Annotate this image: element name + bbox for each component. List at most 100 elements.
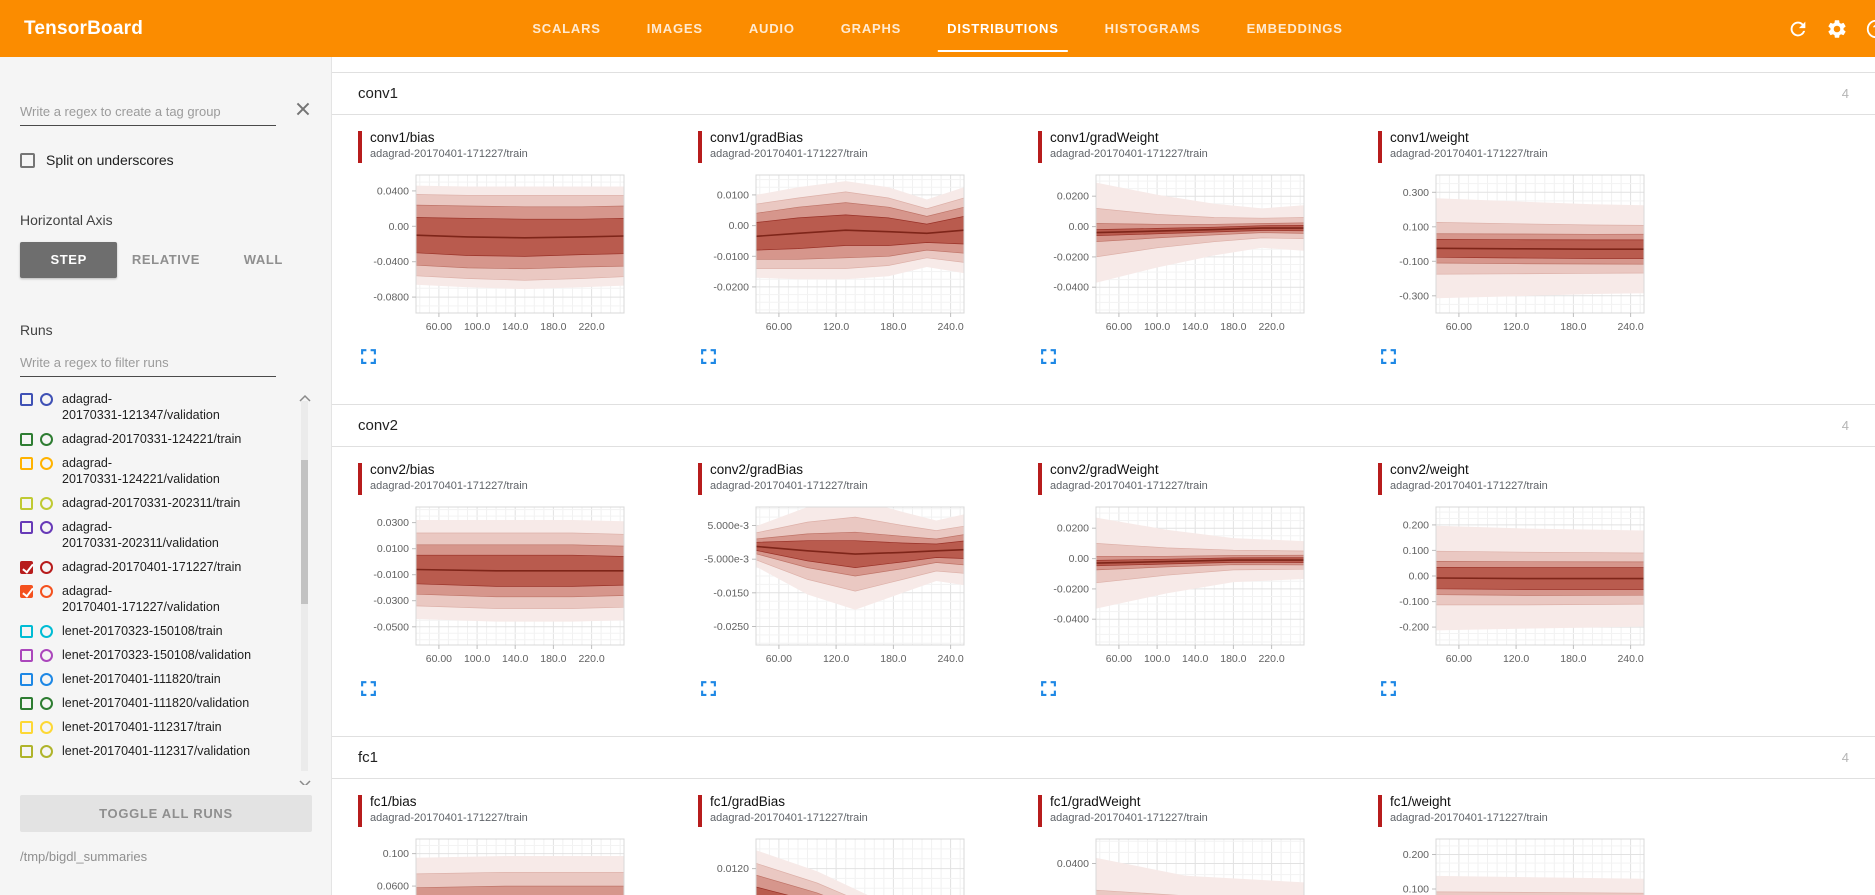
- run-color-circle[interactable]: [40, 433, 53, 446]
- run-label: lenet-20170401-111820/train: [62, 671, 221, 687]
- run-checkbox[interactable]: [20, 521, 33, 534]
- run-checkbox[interactable]: [20, 625, 33, 638]
- run-row[interactable]: adagrad- 20170401-171227/validation: [20, 579, 296, 619]
- tab-distributions[interactable]: DISTRIBUTIONS: [924, 0, 1082, 57]
- run-checkbox[interactable]: [20, 457, 33, 470]
- tab-graphs[interactable]: GRAPHS: [840, 21, 902, 36]
- run-checkbox[interactable]: [20, 393, 33, 406]
- run-color-circle[interactable]: [40, 585, 53, 598]
- expand-chart-icon[interactable]: [700, 680, 718, 698]
- run-row[interactable]: lenet-20170323-150108/validation: [20, 643, 296, 667]
- svg-text:-0.0800: -0.0800: [373, 292, 409, 304]
- tab-embeddings[interactable]: EMBEDDINGS: [1246, 21, 1343, 36]
- refresh-icon[interactable]: [1787, 18, 1809, 40]
- svg-text:180.0: 180.0: [540, 321, 566, 333]
- run-label: lenet-20170401-111820/validation: [62, 695, 249, 711]
- distribution-chart[interactable]: 0.0400 0.00 -0.0400 -0.0800 60.00 100.0 140.0 1…: [358, 167, 658, 339]
- svg-text:120.0: 120.0: [1503, 653, 1529, 665]
- distribution-chart[interactable]: 0.0200 0.00 -0.0200 -0.0400 60.00 100.0 140.0 1…: [1038, 499, 1338, 671]
- distribution-chart[interactable]: 0.0100 0.00 -0.0100 -0.0200 60.00 120.0 180.0 2…: [698, 167, 998, 339]
- scrollbar-track[interactable]: [301, 401, 308, 771]
- run-color-circle[interactable]: [40, 521, 53, 534]
- category-header[interactable]: conv1 4: [332, 72, 1875, 115]
- tab-audio[interactable]: AUDIO: [748, 21, 795, 36]
- tab-scalars[interactable]: SCALARS: [532, 21, 601, 36]
- runs-scrollbar[interactable]: [298, 387, 312, 785]
- category-header[interactable]: fc1 4: [332, 736, 1875, 779]
- expand-chart-icon[interactable]: [1380, 348, 1398, 366]
- run-color-circle[interactable]: [40, 393, 53, 406]
- distribution-chart[interactable]: 0.04000.00-0.040060.00100.0140.0180.0220…: [1038, 831, 1338, 895]
- run-row[interactable]: adagrad- 20170331-124221/validation: [20, 451, 296, 491]
- run-row[interactable]: adagrad-20170331-124221/train: [20, 427, 296, 451]
- svg-text:140.0: 140.0: [502, 321, 528, 333]
- run-color-circle[interactable]: [40, 457, 53, 470]
- expand-chart-icon[interactable]: [360, 680, 378, 698]
- run-color-bar: [698, 795, 702, 827]
- run-color-circle[interactable]: [40, 497, 53, 510]
- scrollbar-thumb[interactable]: [301, 460, 308, 605]
- run-color-circle[interactable]: [40, 673, 53, 686]
- run-label: adagrad- 20170401-171227/validation: [62, 583, 220, 615]
- help-icon[interactable]: ?: [1865, 18, 1875, 40]
- tab-histograms[interactable]: HISTOGRAMS: [1104, 21, 1201, 36]
- run-row[interactable]: adagrad-20170401-171227/train: [20, 555, 296, 579]
- chart-card-grid: fc1/bias adagrad-20170401-171227/train 0.1…: [332, 779, 1875, 895]
- expand-chart-icon[interactable]: [360, 348, 378, 366]
- run-row[interactable]: lenet-20170401-111820/validation: [20, 691, 296, 715]
- distribution-chart[interactable]: 0.200 0.100 0.00 -0.100 -0.200 60.00 120.0 180.…: [1378, 499, 1678, 671]
- expand-chart-icon[interactable]: [1040, 680, 1058, 698]
- split-underscores-label: Split on underscores: [46, 152, 174, 168]
- axis-wall-button[interactable]: WALL: [243, 252, 283, 267]
- expand-chart-icon[interactable]: [1380, 680, 1398, 698]
- svg-text:120.0: 120.0: [1503, 321, 1529, 333]
- expand-chart-icon[interactable]: [700, 348, 718, 366]
- run-color-circle[interactable]: [40, 625, 53, 638]
- run-checkbox[interactable]: [20, 585, 33, 598]
- distribution-chart[interactable]: 0.0300 0.0100 -0.0100 -0.0300 -0.0500 60.00 10…: [358, 499, 658, 671]
- run-row[interactable]: lenet-20170401-112317/train: [20, 715, 296, 739]
- distribution-chart[interactable]: 0.300 0.100 -0.100 -0.300 60.00 120.0 180.0 240…: [1378, 167, 1678, 339]
- run-color-circle[interactable]: [40, 649, 53, 662]
- run-checkbox[interactable]: [20, 433, 33, 446]
- run-color-circle[interactable]: [40, 561, 53, 574]
- run-color-circle[interactable]: [40, 721, 53, 734]
- run-label-line: lenet-20170323-150108/train: [62, 624, 223, 638]
- distribution-chart[interactable]: 5.000e-3 -5.000e-3 -0.0150 -0.0250 60.00 120.…: [698, 499, 998, 671]
- run-row[interactable]: lenet-20170401-111820/train: [20, 667, 296, 691]
- toggle-all-runs-button[interactable]: TOGGLE ALL RUNS: [20, 795, 312, 832]
- run-checkbox[interactable]: [20, 721, 33, 734]
- tag-regex-input[interactable]: [20, 99, 276, 126]
- expand-chart-icon[interactable]: [1040, 348, 1058, 366]
- close-icon[interactable]: [293, 99, 313, 119]
- run-checkbox[interactable]: [20, 561, 33, 574]
- run-row[interactable]: lenet-20170401-112317/validation: [20, 739, 296, 763]
- distribution-chart[interactable]: 0.1000.06000.0200-0.020060.00100.0140.01…: [358, 831, 658, 895]
- scroll-down-icon[interactable]: [299, 775, 311, 785]
- run-row[interactable]: lenet-20170323-150108/train: [20, 619, 296, 643]
- split-underscores-checkbox[interactable]: Split on underscores: [20, 152, 311, 168]
- settings-icon[interactable]: [1826, 18, 1848, 40]
- axis-step-button[interactable]: STEP: [20, 242, 118, 278]
- category-header[interactable]: conv2 4: [332, 404, 1875, 447]
- distribution-chart[interactable]: 0.0200 0.00 -0.0200 -0.0400 60.00 100.0 140.0 1…: [1038, 167, 1338, 339]
- run-checkbox[interactable]: [20, 649, 33, 662]
- run-checkbox[interactable]: [20, 745, 33, 758]
- tab-images[interactable]: IMAGES: [646, 21, 703, 36]
- run-row[interactable]: adagrad- 20170331-121347/validation: [20, 387, 296, 427]
- chart-title-row: conv1/weight adagrad-20170401-171227/trai…: [1378, 129, 1690, 163]
- axis-relative-button[interactable]: RELATIVE: [131, 252, 201, 267]
- chart-card: conv1/gradWeight adagrad-20170401-171227/…: [1038, 129, 1350, 366]
- run-color-circle[interactable]: [40, 745, 53, 758]
- run-checkbox[interactable]: [20, 497, 33, 510]
- run-checkbox[interactable]: [20, 673, 33, 686]
- run-row[interactable]: adagrad-20170331-202311/train: [20, 491, 296, 515]
- run-color-circle[interactable]: [40, 697, 53, 710]
- svg-text:180.0: 180.0: [1560, 321, 1586, 333]
- run-row[interactable]: adagrad- 20170331-202311/validation: [20, 515, 296, 555]
- scroll-up-icon[interactable]: [299, 389, 311, 402]
- run-regex-input[interactable]: [20, 350, 276, 377]
- run-checkbox[interactable]: [20, 697, 33, 710]
